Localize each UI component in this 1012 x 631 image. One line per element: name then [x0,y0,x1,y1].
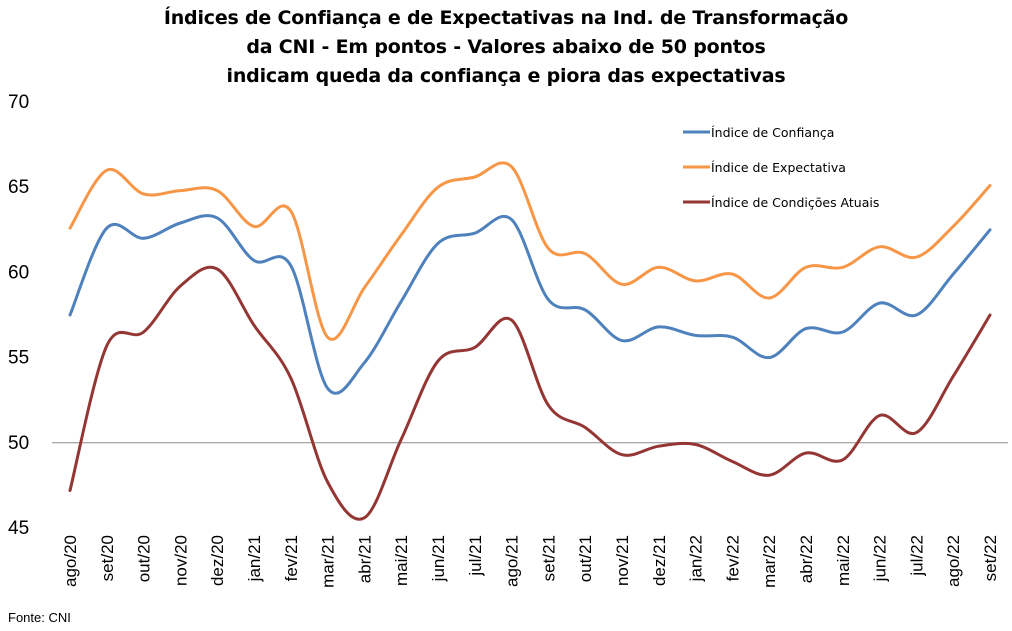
x-tick-label: mar/21 [319,535,338,588]
x-tick-label: jul/22 [907,535,926,577]
x-tick-label: nov/21 [613,535,632,586]
x-tick-label: abr/22 [797,535,816,583]
x-tick-label: ago/20 [61,535,80,587]
x-tick-label: nov/20 [171,535,190,586]
y-tick-label: 60 [8,262,29,283]
source-note: Fonte: CNI [8,610,71,625]
x-tick-label: jun/22 [871,535,890,582]
x-tick-label: dez/20 [208,535,227,586]
x-tick-label: abr/21 [355,535,374,583]
y-tick-label: 65 [8,177,29,198]
x-axis-ticks: ago/20 set/20 out/20 nov/20 dez/20 jan/21 fev/… [61,535,1000,588]
x-tick-label: ago/22 [944,535,963,587]
chart-title-line: indicam queda da confiança e piora das e… [226,65,786,87]
legend-label: Índice de Expectativa [711,160,846,175]
chart-title: Índices de Confiança e de Expectativas n… [0,4,1012,91]
x-tick-label: set/21 [539,535,558,581]
y-tick-label: 45 [8,518,29,539]
series-line [68,214,992,395]
y-tick-label: 55 [8,348,29,369]
y-axis-ticks: 45 50 55 60 65 70 [8,92,29,539]
x-tick-label: mai/21 [392,535,411,586]
chart-title-line: Índices de Confiança e de Expectativas n… [163,7,849,29]
x-tick-label: out/21 [576,535,595,582]
x-tick-label: jul/21 [466,535,485,577]
x-tick-label: mar/22 [760,535,779,588]
x-tick-label: fev/21 [282,535,301,581]
x-tick-label: jan/21 [245,535,264,582]
x-tick-label: jun/21 [429,535,448,582]
y-tick-label: 70 [8,92,29,113]
x-tick-label: fev/22 [723,535,742,581]
legend-label: Índice de Condições Atuais [711,195,879,210]
x-tick-label: jan/22 [687,535,706,582]
x-tick-label: out/20 [135,535,154,582]
chart-title-line: da CNI - Em pontos - Valores abaixo de 5… [246,36,766,58]
y-tick-label: 50 [8,433,29,454]
series-line [68,161,992,341]
legend: Índice de Confiança Índice de Expectativa… [683,125,879,210]
series-lines [68,161,992,521]
legend-label: Índice de Confiança [711,125,834,140]
series-line [68,265,992,521]
x-tick-label: mai/22 [834,535,853,586]
x-tick-label: set/20 [98,535,117,581]
x-tick-label: ago/21 [503,535,522,587]
x-tick-label: set/22 [981,535,1000,581]
x-tick-label: dez/21 [650,535,669,586]
